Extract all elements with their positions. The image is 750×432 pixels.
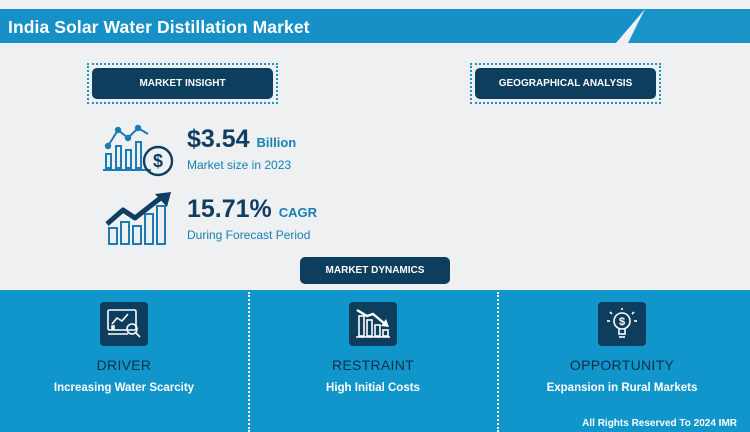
market-size-label: Market size in 2023	[187, 158, 292, 172]
column-divider	[497, 292, 499, 432]
market-dynamics-heading: MARKET DYNAMICS	[300, 257, 450, 284]
restraint-title: RESTRAINT	[331, 357, 415, 373]
dollar-bulb-icon: $	[598, 302, 646, 346]
bar-chart-dollar-icon: $	[103, 124, 175, 180]
growth-chart-icon	[105, 192, 177, 246]
cagr-value: 15.71%	[187, 195, 272, 223]
market-size-unit: Billion	[256, 135, 297, 150]
cagr-label: During Forecast Period	[187, 228, 311, 242]
restraint-description: High Initial Costs	[326, 382, 420, 394]
column-divider	[248, 292, 250, 432]
analytics-magnifier-icon	[100, 302, 148, 346]
cagr-value-row: 15.71% CAGR	[187, 195, 317, 224]
driver-title: DRIVER	[96, 357, 152, 373]
opportunity-description: Expansion in Rural Markets	[546, 382, 698, 394]
driver-column: DRIVER Increasing Water Scarcity	[0, 290, 248, 432]
svg-text:$: $	[153, 151, 163, 171]
market-insight-heading: MARKET INSIGHT	[92, 68, 273, 99]
geographical-analysis-heading: GEOGRAPHICAL ANALYSIS	[475, 68, 656, 99]
copyright-notice: All Rights Reserved To 2024 IMR	[582, 418, 737, 429]
market-insight-frame: MARKET INSIGHT	[87, 63, 278, 104]
declining-chart-icon	[349, 302, 397, 346]
cagr-unit: CAGR	[278, 205, 318, 220]
opportunity-title: OPPORTUNITY	[569, 357, 675, 373]
svg-text:$: $	[619, 316, 625, 328]
market-size-value: $3.54	[187, 125, 250, 153]
page-title: India Solar Water Distillation Market	[8, 17, 310, 37]
title-banner	[0, 9, 645, 43]
geographical-analysis-frame: GEOGRAPHICAL ANALYSIS	[470, 63, 661, 104]
driver-description: Increasing Water Scarcity	[53, 382, 195, 394]
opportunity-column: $ OPPORTUNITY Expansion in Rural Markets	[498, 290, 746, 432]
market-size-value-row: $3.54 Billion	[187, 125, 296, 154]
restraint-column: RESTRAINT High Initial Costs	[249, 290, 497, 432]
title-accent-stripe	[628, 9, 750, 43]
